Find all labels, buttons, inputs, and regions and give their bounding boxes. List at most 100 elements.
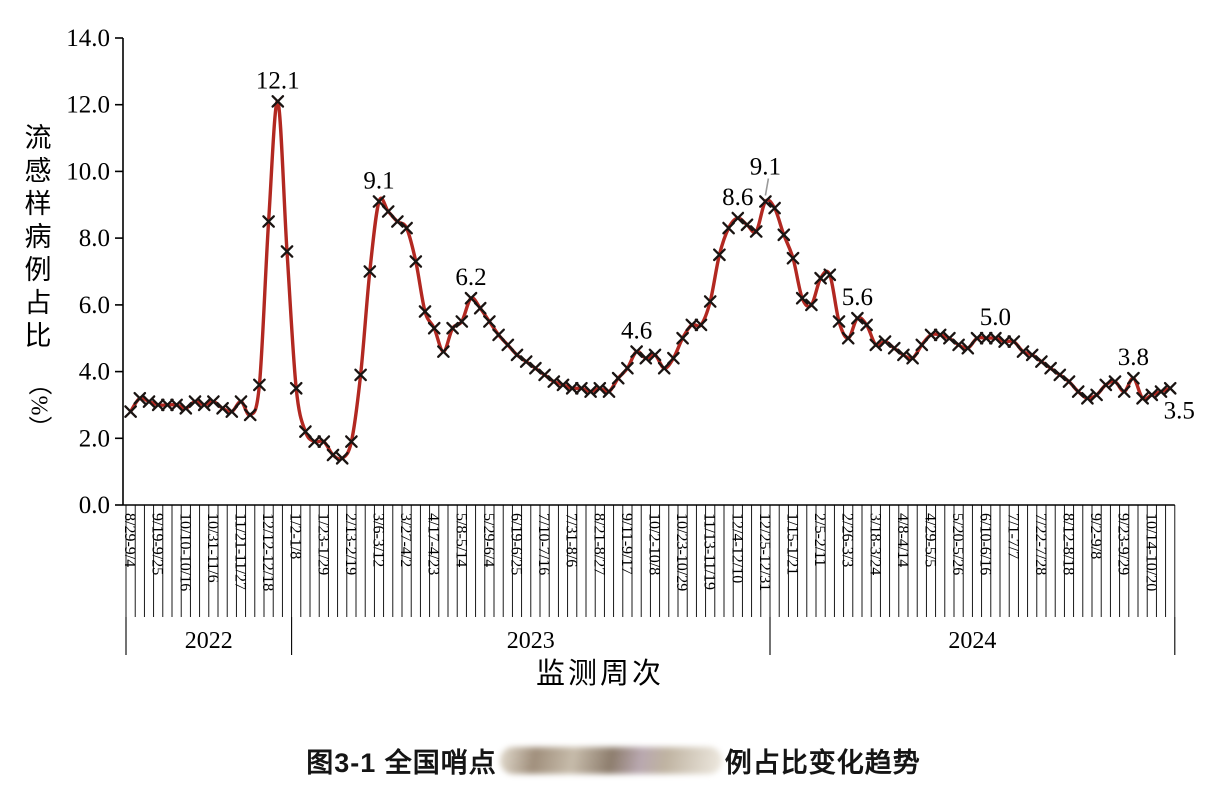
data-point-marker	[216, 401, 229, 415]
data-label: 12.1	[256, 67, 300, 94]
data-point-marker	[667, 351, 680, 365]
data-point-marker	[1081, 391, 1094, 405]
x-tick-label: 6/10-6/16	[977, 513, 994, 575]
data-point-marker	[400, 221, 413, 235]
data-point-marker	[519, 355, 533, 368]
data-point-marker	[979, 331, 993, 345]
data-label: 8.6	[722, 184, 753, 211]
data-point-marker	[924, 328, 938, 342]
data-point-marker	[897, 348, 910, 362]
y-axis-title-text: 流感样病例占比	[18, 122, 58, 353]
year-label: 2024	[948, 628, 996, 654]
data-point-marker	[473, 301, 487, 315]
x-tick-label: 8/21-8/27	[590, 513, 607, 575]
data-point-marker	[455, 315, 469, 328]
data-point-marker	[795, 291, 809, 305]
data-point-marker	[906, 351, 919, 365]
x-tick-label: 3/6-3/12	[370, 513, 387, 567]
x-tick-label: 10/14-10/20	[1142, 513, 1159, 591]
data-point-marker	[887, 341, 901, 355]
data-point-marker	[731, 211, 745, 225]
data-point-marker	[648, 348, 662, 362]
data-point-marker	[823, 268, 837, 282]
x-tick-label: 4/29-5/5	[922, 513, 939, 567]
x-axis-title: 监测周次	[536, 657, 664, 690]
data-point-marker	[464, 291, 478, 305]
data-point-marker	[372, 195, 386, 208]
x-tick-label: 9/2-9/8	[1087, 513, 1104, 559]
x-tick-label: 4/8-4/14	[894, 513, 911, 567]
data-point-marker	[584, 385, 597, 398]
data-point-marker	[234, 395, 248, 408]
data-point-marker	[335, 451, 349, 465]
data-point-marker	[786, 251, 800, 265]
y-axis-title-char: 占	[24, 288, 52, 318]
data-label: 3.8	[1118, 344, 1149, 371]
data-point-marker	[225, 405, 239, 418]
data-point-marker	[253, 378, 266, 392]
data-point-marker	[418, 305, 432, 318]
data-point-marker	[207, 395, 220, 408]
data-point-marker	[933, 328, 947, 342]
x-tick-label: 12/4-12/10	[728, 513, 745, 583]
data-point-marker	[832, 315, 846, 328]
data-point-marker	[1145, 388, 1159, 402]
x-tick-label: 6/19-6/25	[508, 513, 525, 575]
data-point-marker	[1016, 345, 1030, 358]
data-point-marker	[1090, 388, 1103, 402]
y-tick-label: 14.0	[66, 25, 110, 52]
data-point-marker	[243, 408, 257, 422]
data-point-marker	[427, 321, 441, 335]
x-tick-label: 8/12-8/18	[1060, 513, 1077, 575]
y-axis-title-char: 比	[24, 321, 52, 351]
y-tick-label: 8.0	[79, 225, 110, 252]
x-tick-label: 10/2-10/8	[646, 513, 663, 575]
x-tick-label: 5/29-6/4	[480, 513, 497, 567]
x-tick-label: 10/10-10/16	[176, 513, 193, 591]
x-tick-label: 2/13-2/19	[342, 513, 359, 575]
x-tick-label: 1/15-1/21	[784, 513, 801, 575]
data-point-marker	[759, 195, 772, 208]
y-tick-label: 4.0	[79, 359, 110, 386]
x-tick-label: 2/5-2/11	[811, 513, 828, 567]
year-label: 2023	[507, 628, 555, 654]
x-tick-label: 12/25-12/31	[756, 513, 773, 591]
y-tick-label: 12.0	[66, 92, 110, 119]
data-label: 6.2	[455, 264, 486, 291]
x-tick-label: 11/13-11/19	[701, 513, 718, 590]
data-point-marker	[538, 368, 551, 382]
x-tick-label: 3/18-3/24	[866, 513, 883, 575]
x-tick-label: 4/17-4/23	[425, 513, 442, 575]
data-point-marker	[860, 318, 873, 332]
data-point-marker	[1127, 371, 1140, 385]
data-point-marker	[805, 298, 818, 312]
data-point-marker	[510, 348, 524, 362]
data-point-marker	[151, 398, 165, 412]
data-point-marker	[621, 361, 634, 375]
year-label: 2022	[185, 628, 233, 654]
data-point-marker	[749, 225, 763, 238]
data-point-marker	[363, 265, 377, 278]
annotation-leader-line	[764, 178, 770, 196]
figure-caption: 图3-1 全国哨点 例占比变化趋势	[0, 741, 1227, 780]
data-point-marker	[777, 228, 791, 242]
data-point-marker	[676, 331, 689, 345]
x-tick-label: 9/11-9/17	[618, 513, 635, 575]
data-point-marker	[1163, 381, 1177, 395]
data-point-marker	[943, 331, 956, 345]
data-point-marker	[492, 328, 505, 342]
data-point-marker	[722, 221, 735, 235]
y-tick-label: 10.0	[66, 158, 110, 185]
data-point-marker	[391, 215, 404, 228]
data-point-marker	[952, 338, 965, 352]
caption-prefix: 图3-1 全国哨点	[306, 748, 497, 778]
x-tick-label: 1/2-1/8	[287, 513, 304, 559]
data-point-marker	[740, 218, 754, 232]
data-label: 5.0	[980, 304, 1011, 331]
x-tick-label: 7/31-8/6	[563, 513, 580, 567]
data-point-marker	[998, 335, 1011, 348]
data-point-marker	[161, 398, 174, 412]
y-axis-title-char: 样	[24, 189, 52, 219]
data-point-marker	[501, 338, 515, 352]
